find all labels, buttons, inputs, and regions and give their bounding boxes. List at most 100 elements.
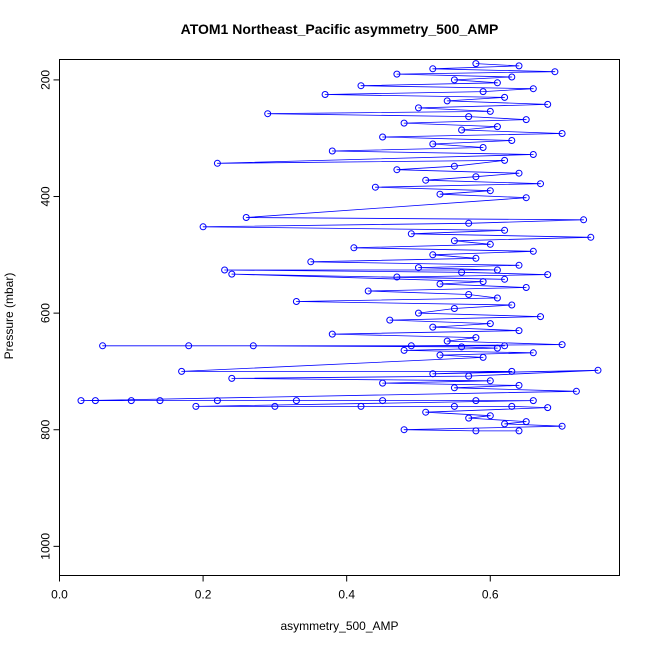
- x-tick-label: 0.4: [338, 588, 355, 602]
- data-point: [486, 107, 494, 115]
- data-point: [264, 110, 272, 118]
- y-tick-label: 1000: [39, 533, 53, 560]
- data-point: [529, 85, 537, 93]
- data-point: [472, 427, 480, 435]
- data-point: [522, 284, 530, 291]
- data-point: [292, 397, 300, 405]
- data-point: [228, 374, 236, 382]
- data-point: [529, 397, 537, 405]
- data-point: [508, 402, 516, 410]
- data-point: [429, 370, 437, 378]
- data-point: [436, 351, 444, 359]
- data-point: [450, 76, 458, 84]
- data-point: [450, 237, 458, 245]
- data-point: [400, 346, 408, 354]
- data-point: [127, 397, 135, 405]
- data-point: [479, 278, 487, 286]
- data-point: [515, 327, 523, 335]
- data-point: [501, 420, 509, 428]
- data-point: [522, 194, 530, 202]
- data-point: [515, 169, 523, 177]
- data-point: [472, 397, 480, 405]
- data-point: [292, 298, 300, 305]
- data-point: [537, 313, 544, 321]
- data-point: [364, 287, 372, 295]
- data-point: [537, 180, 544, 188]
- data-point: [522, 418, 530, 426]
- data-point: [558, 341, 566, 349]
- data-point: [407, 342, 415, 350]
- data-point: [522, 116, 530, 124]
- data-point: [393, 70, 401, 78]
- data-point: [465, 113, 473, 121]
- data-point: [415, 264, 422, 272]
- data-point: [415, 309, 422, 317]
- data-point: [465, 414, 473, 422]
- data-point: [407, 230, 415, 238]
- data-point: [400, 119, 408, 127]
- data-point: [436, 190, 444, 198]
- data-point: [321, 91, 329, 98]
- data-point: [501, 275, 509, 283]
- data-point: [515, 427, 523, 435]
- data-point: [328, 330, 336, 338]
- data-point: [221, 266, 229, 274]
- data-point: [472, 173, 480, 181]
- data-point: [228, 270, 236, 278]
- data-point: [415, 104, 422, 112]
- data-point: [580, 216, 588, 224]
- data-point: [450, 162, 458, 170]
- data-point: [544, 271, 552, 279]
- data-point: [379, 379, 387, 387]
- data-point: [572, 387, 580, 395]
- y-tick-label: 800: [39, 419, 53, 439]
- data-point: [515, 261, 523, 269]
- y-tick-label: 600: [39, 303, 53, 323]
- data-point: [472, 334, 480, 342]
- data-point: [529, 349, 537, 357]
- data-point: [429, 140, 437, 148]
- data-point: [429, 65, 437, 73]
- y-tick-label: 400: [39, 186, 53, 206]
- data-point: [486, 412, 494, 420]
- data-point: [242, 214, 250, 221]
- data-point: [443, 337, 451, 345]
- data-point: [501, 342, 509, 350]
- data-point: [508, 73, 516, 81]
- data-point: [558, 422, 566, 430]
- data-point: [486, 377, 494, 385]
- series-line: [80, 63, 599, 432]
- data-point: [199, 223, 207, 231]
- data-point: [465, 219, 473, 227]
- data-point: [544, 404, 552, 412]
- data-point: [493, 344, 501, 352]
- data-point: [429, 251, 437, 259]
- data-point: [350, 244, 358, 252]
- data-point: [271, 402, 279, 410]
- data-point: [529, 151, 537, 158]
- data-point: [472, 60, 480, 68]
- data-point: [400, 426, 408, 434]
- data-point: [587, 233, 595, 241]
- data-point: [479, 144, 487, 151]
- data-point: [501, 226, 509, 234]
- data-point: [429, 323, 437, 331]
- data-point: [357, 82, 365, 90]
- data-point: [178, 367, 186, 375]
- data-point: [422, 408, 430, 416]
- data-point: [450, 384, 458, 392]
- data-point: [99, 342, 107, 350]
- x-tick-label: 0.0: [51, 588, 68, 602]
- data-point: [91, 397, 99, 405]
- data-point: [508, 137, 516, 144]
- data-point: [249, 342, 257, 350]
- data-point: [77, 397, 85, 405]
- axes-layer: 0.0 0.2 0.4 0.6 200 400 600 800 1000: [39, 70, 499, 602]
- y-tick-label: 200: [39, 70, 53, 90]
- data-point: [472, 254, 480, 262]
- data-point: [156, 397, 164, 405]
- data-point: [379, 133, 387, 141]
- data-point: [594, 366, 602, 374]
- data-point: [458, 268, 466, 276]
